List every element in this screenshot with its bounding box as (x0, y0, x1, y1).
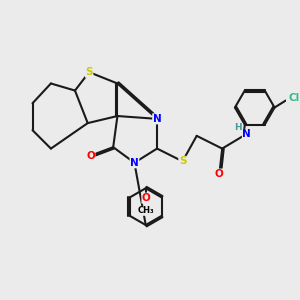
Text: N: N (242, 129, 251, 140)
Text: N: N (153, 114, 161, 124)
Text: N: N (130, 158, 139, 168)
Text: CH₃: CH₃ (137, 206, 154, 215)
Text: O: O (215, 169, 224, 179)
Text: O: O (86, 151, 95, 161)
Text: Cl: Cl (288, 93, 299, 103)
Text: H: H (235, 123, 242, 132)
Text: S: S (179, 156, 186, 166)
Text: S: S (85, 67, 93, 77)
Text: O: O (142, 193, 151, 203)
